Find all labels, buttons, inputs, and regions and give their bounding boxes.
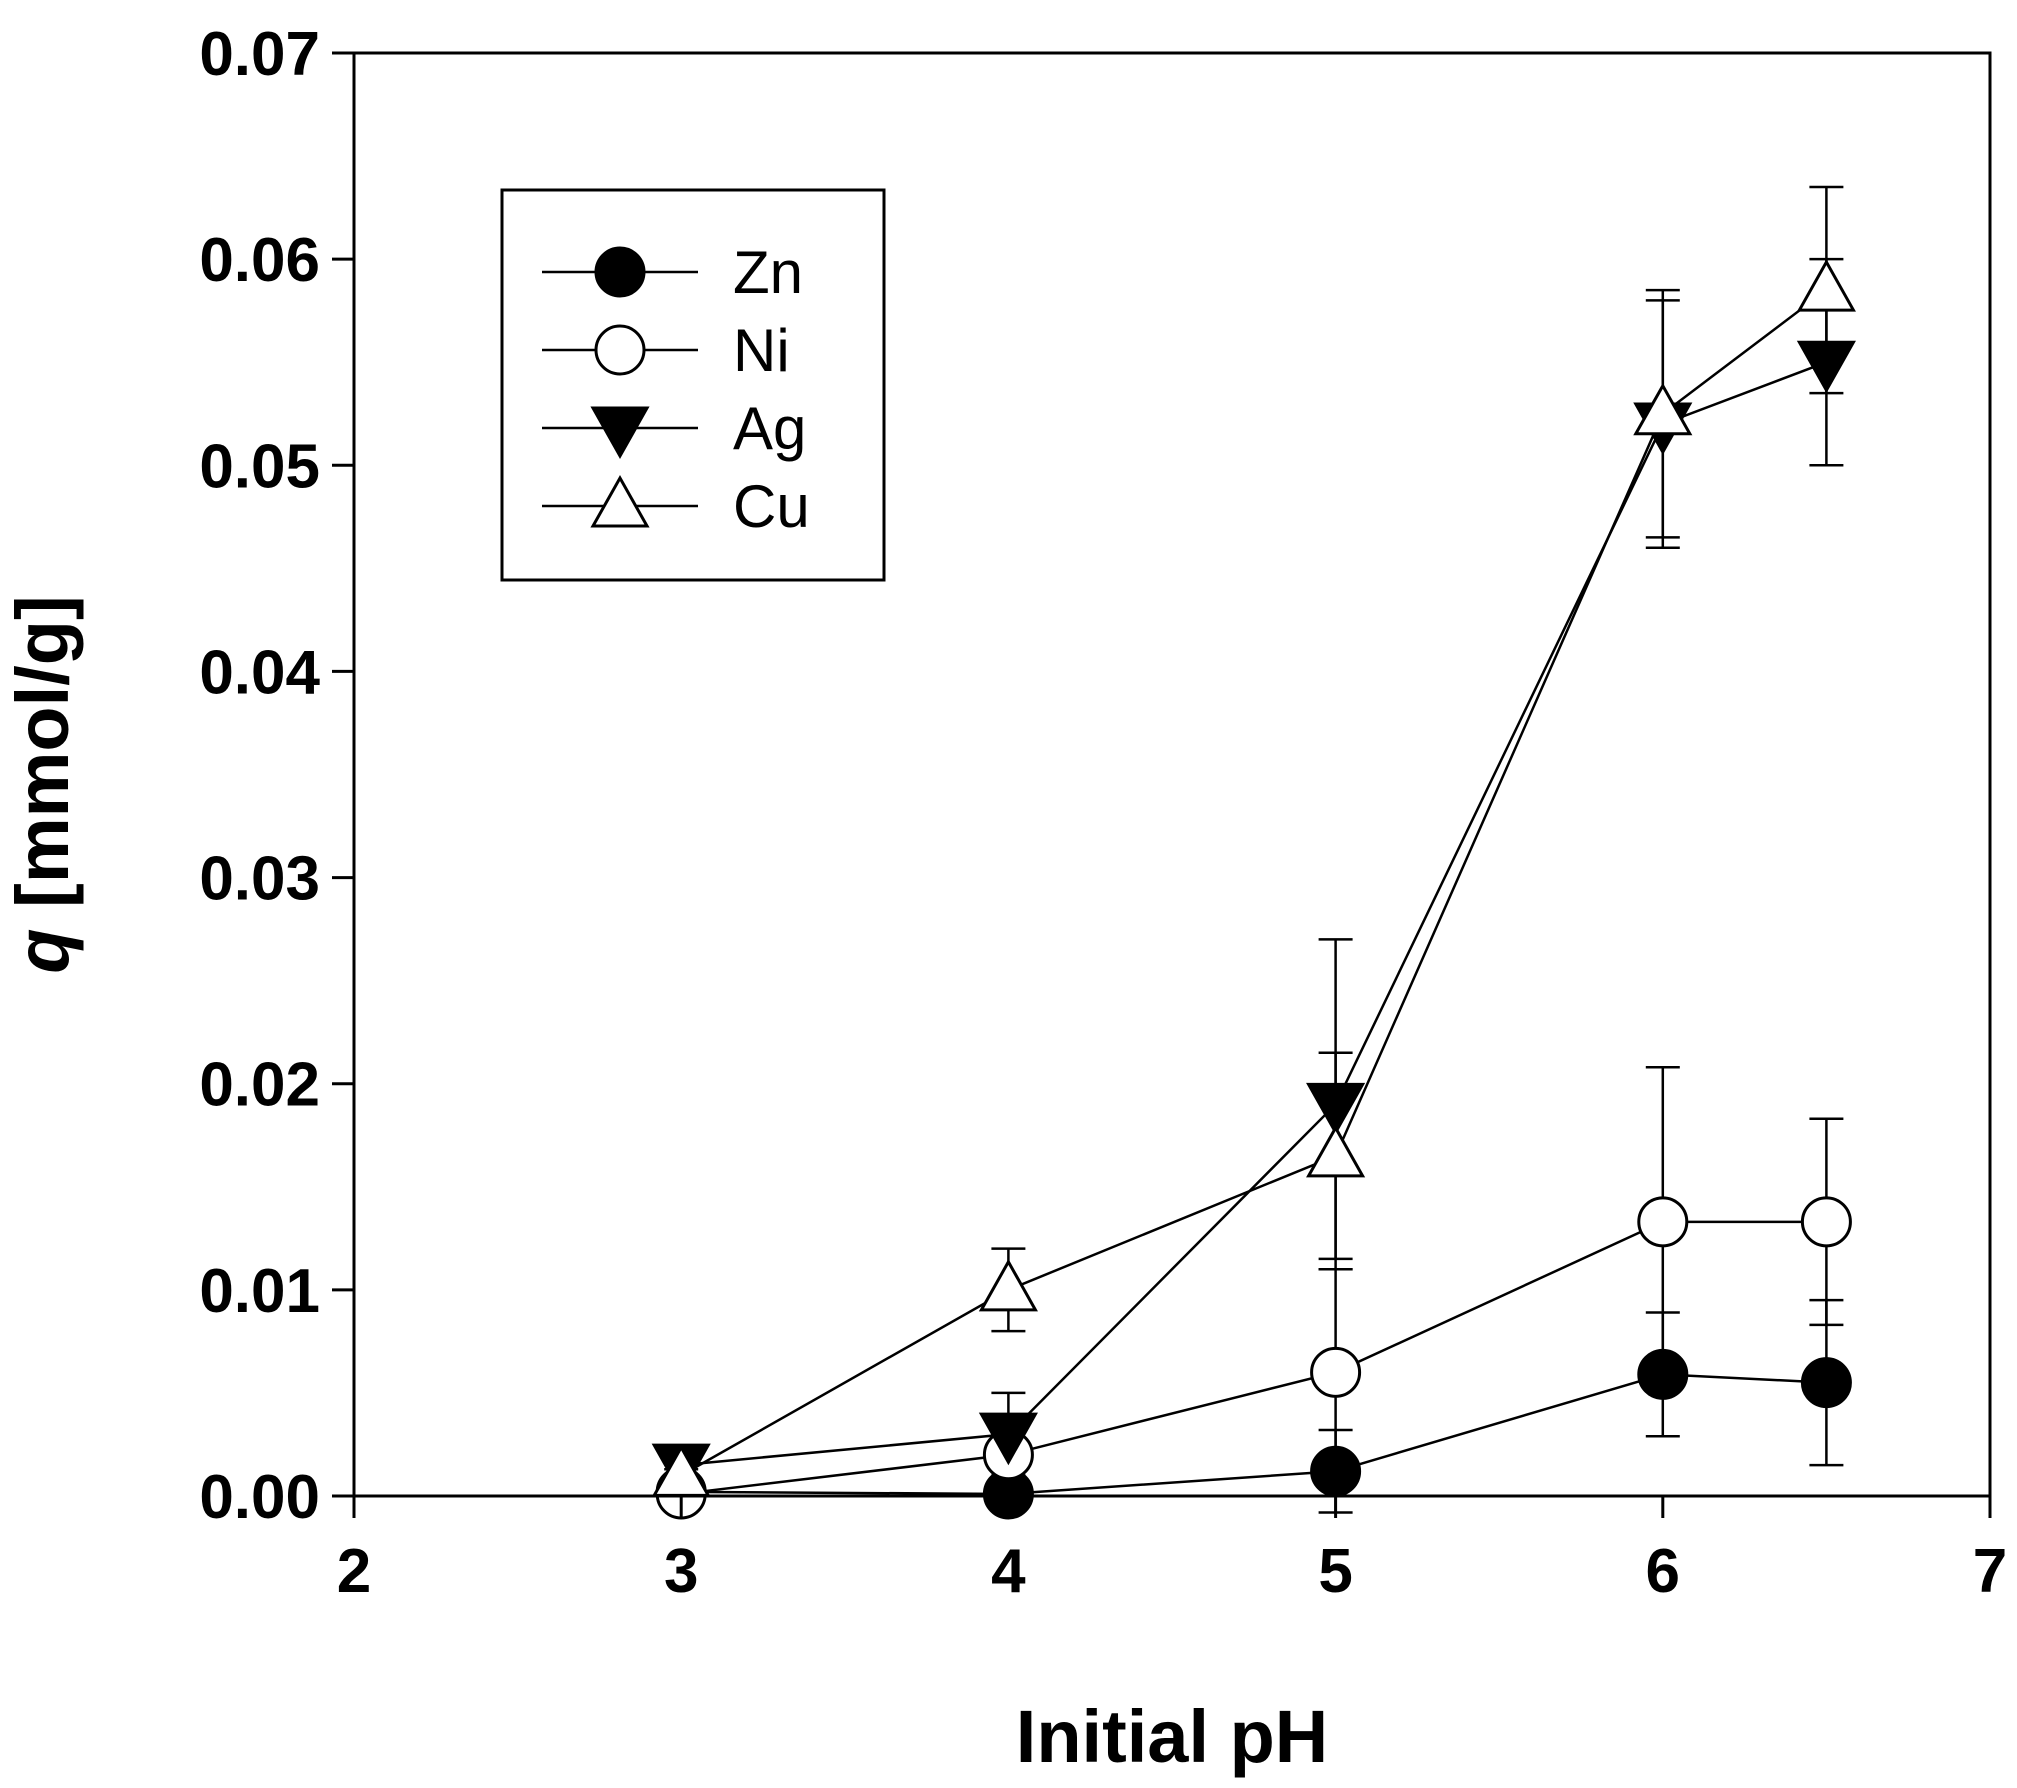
- legend-marker-ag: [590, 406, 650, 460]
- y-tick-label: 0.06: [199, 226, 320, 295]
- x-axis-ticks: 2 3 4 5 6 7: [337, 1496, 2007, 1606]
- x-tick-label: 6: [1646, 1537, 1680, 1606]
- ni-data-point: [1310, 1346, 1362, 1398]
- legend: Zn Ni Ag Cu: [500, 188, 886, 582]
- x-tick-label: 7: [1973, 1537, 2007, 1606]
- legend-marker-cu: [590, 474, 650, 528]
- y-axis-unit: [mmol/g]: [1, 595, 84, 928]
- ag-data-point: [1306, 1082, 1366, 1136]
- y-tick-label: 0.02: [199, 1051, 320, 1120]
- y-tick-label: 0.07: [199, 20, 320, 89]
- ni-data-point: [1800, 1196, 1852, 1248]
- legend-label-zn: Zn: [733, 239, 803, 306]
- zn-data-point: [1637, 1348, 1689, 1400]
- y-tick-label: 0.04: [199, 638, 320, 707]
- cu-data-point: [1633, 382, 1693, 436]
- legend-marker-ni: [594, 324, 646, 376]
- zn-data-point: [1310, 1445, 1362, 1497]
- ag-data-point: [1796, 340, 1856, 394]
- y-axis-symbol: q: [1, 928, 84, 973]
- x-tick-label: 3: [664, 1537, 698, 1606]
- zn-data-point: [1800, 1357, 1852, 1409]
- legend-label-cu: Cu: [733, 473, 810, 540]
- y-axis-ticks: 0.00 0.01 0.02 0.03 0.04 0.05 0.06 0.07: [199, 20, 354, 1532]
- cu-data-point: [1306, 1124, 1366, 1178]
- y-tick-label: 0.00: [199, 1463, 320, 1532]
- y-axis-title: q [mmol/g]: [1, 595, 84, 973]
- y-tick-label: 0.01: [199, 1257, 320, 1326]
- x-tick-label: 4: [991, 1537, 1026, 1606]
- ag-data-point: [978, 1412, 1038, 1466]
- series-markers: [651, 259, 1856, 1520]
- cu-data-point: [978, 1258, 1038, 1312]
- plot-area-frame: [352, 51, 1992, 1498]
- y-tick-label: 0.03: [199, 845, 320, 914]
- cu-data-point: [1796, 259, 1856, 312]
- legend-label-ni: Ni: [733, 317, 790, 384]
- legend-box: [500, 188, 886, 582]
- legend-label-ag: Ag: [733, 395, 806, 462]
- ni-data-point: [1637, 1196, 1689, 1248]
- x-tick-label: 5: [1318, 1537, 1352, 1606]
- legend-marker-zn: [594, 246, 646, 298]
- x-tick-label: 2: [337, 1537, 371, 1606]
- y-tick-label: 0.05: [199, 432, 320, 501]
- x-axis-title: Initial pH: [1016, 1695, 1328, 1778]
